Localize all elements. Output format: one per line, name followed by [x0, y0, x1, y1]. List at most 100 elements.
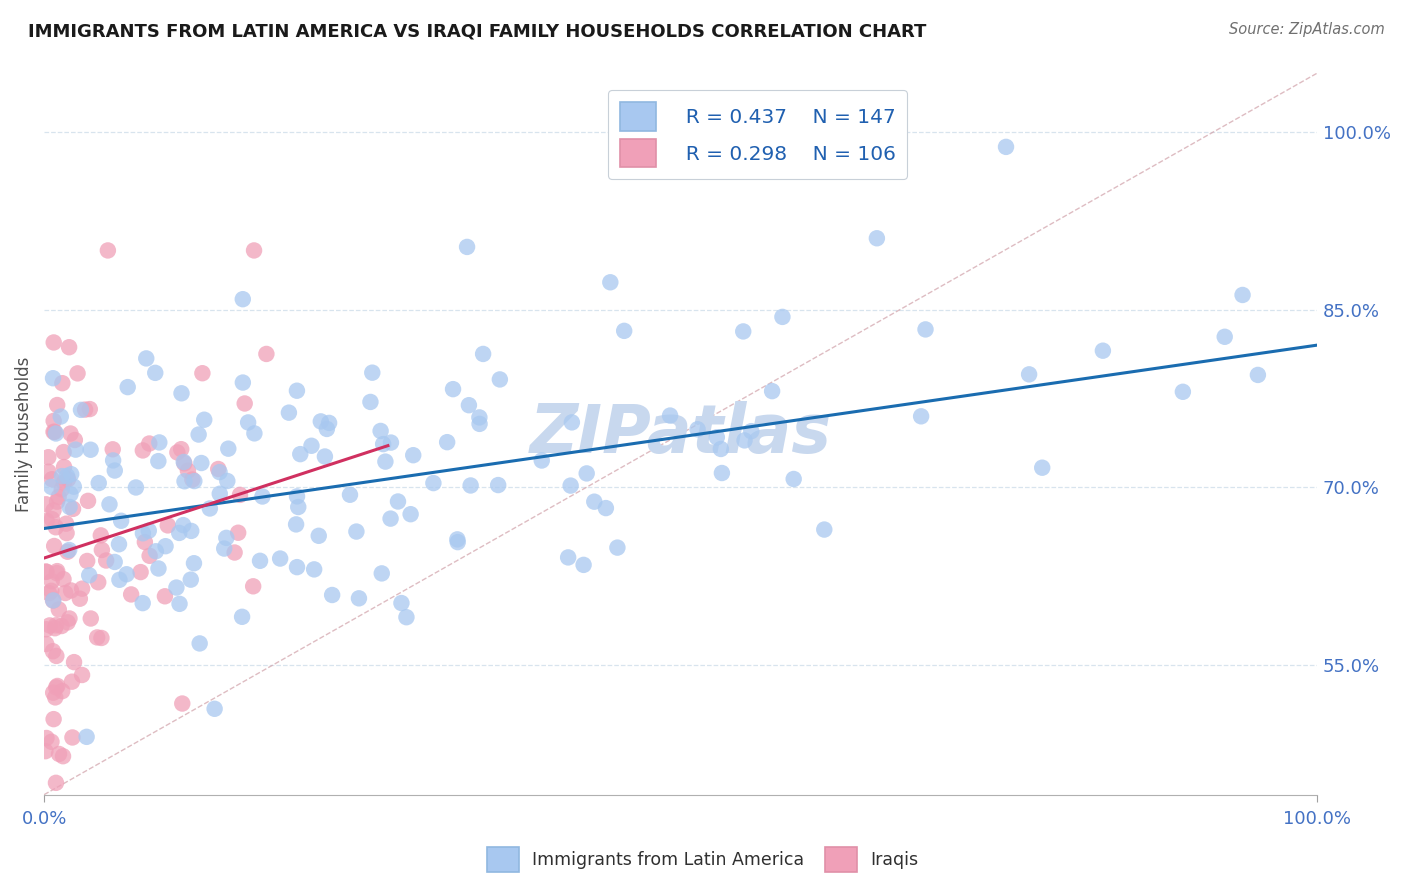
- Point: [575, 467, 598, 481]
- Point: [46, 679, 69, 693]
- Text: ZIPatlas: ZIPatlas: [530, 401, 832, 467]
- Point: [910, 409, 932, 424]
- Point: [215, 531, 238, 545]
- Point: [229, 488, 252, 502]
- Point: [249, 554, 271, 568]
- Point: [441, 382, 464, 396]
- Point: [583, 494, 606, 508]
- Point: [44, 621, 66, 635]
- Point: [134, 535, 156, 549]
- Point: [52, 445, 75, 459]
- Point: [56, 545, 79, 559]
- Point: [45, 618, 67, 632]
- Point: [190, 456, 212, 470]
- Point: [243, 426, 266, 441]
- Point: [35, 731, 58, 745]
- Point: [96, 553, 118, 567]
- Point: [41, 472, 63, 486]
- Point: [35, 514, 58, 528]
- Text: Source: ZipAtlas.com: Source: ZipAtlas.com: [1229, 22, 1385, 37]
- Point: [1232, 288, 1254, 302]
- Point: [69, 591, 91, 606]
- Point: [66, 367, 89, 381]
- Point: [34, 744, 56, 758]
- Point: [45, 426, 67, 441]
- Point: [104, 555, 127, 569]
- Point: [37, 465, 59, 479]
- Point: [86, 631, 108, 645]
- Point: [180, 573, 202, 587]
- Point: [447, 535, 470, 549]
- Point: [395, 610, 418, 624]
- Point: [212, 541, 235, 556]
- Point: [98, 497, 121, 511]
- Point: [56, 472, 79, 486]
- Point: [183, 474, 205, 488]
- Point: [148, 454, 170, 468]
- Point: [90, 631, 112, 645]
- Point: [48, 490, 70, 504]
- Point: [42, 593, 65, 607]
- Point: [595, 501, 617, 516]
- Point: [198, 501, 221, 516]
- Point: [35, 622, 58, 636]
- Point: [120, 587, 142, 601]
- Point: [914, 322, 936, 336]
- Point: [232, 376, 254, 390]
- Point: [1091, 343, 1114, 358]
- Point: [373, 437, 395, 451]
- Point: [167, 525, 190, 540]
- Point: [138, 524, 160, 538]
- Point: [290, 447, 312, 461]
- Point: [138, 436, 160, 450]
- Point: [58, 611, 80, 625]
- Text: IMMIGRANTS FROM LATIN AMERICA VS IRAQI FAMILY HOUSEHOLDS CORRELATION CHART: IMMIGRANTS FROM LATIN AMERICA VS IRAQI F…: [28, 22, 927, 40]
- Point: [132, 526, 155, 541]
- Point: [55, 526, 77, 541]
- Point: [129, 565, 152, 579]
- Point: [170, 442, 193, 457]
- Point: [101, 442, 124, 457]
- Point: [37, 450, 59, 465]
- Point: [456, 240, 478, 254]
- Point: [472, 347, 495, 361]
- Point: [153, 589, 176, 603]
- Point: [180, 524, 202, 538]
- Point: [460, 478, 482, 492]
- Point: [63, 433, 86, 447]
- Point: [46, 398, 69, 412]
- Point: [710, 442, 733, 456]
- Point: [87, 476, 110, 491]
- Point: [56, 469, 79, 483]
- Point: [145, 544, 167, 558]
- Point: [62, 731, 84, 745]
- Point: [155, 539, 177, 553]
- Point: [231, 609, 253, 624]
- Point: [148, 561, 170, 575]
- Point: [172, 518, 194, 533]
- Point: [468, 417, 491, 431]
- Point: [344, 524, 367, 539]
- Point: [48, 747, 70, 761]
- Point: [41, 735, 63, 749]
- Point: [233, 396, 256, 410]
- Point: [315, 422, 337, 436]
- Point: [399, 507, 422, 521]
- Point: [45, 520, 67, 534]
- Point: [277, 406, 299, 420]
- Point: [285, 517, 308, 532]
- Point: [79, 442, 101, 457]
- Point: [45, 648, 67, 663]
- Point: [173, 475, 195, 489]
- Point: [53, 460, 76, 475]
- Point: [52, 475, 75, 490]
- Point: [42, 335, 65, 350]
- Point: [77, 568, 100, 582]
- Point: [58, 500, 80, 514]
- Point: [710, 466, 733, 480]
- Point: [232, 292, 254, 306]
- Point: [995, 140, 1018, 154]
- Point: [51, 619, 73, 633]
- Point: [48, 602, 70, 616]
- Point: [52, 572, 75, 586]
